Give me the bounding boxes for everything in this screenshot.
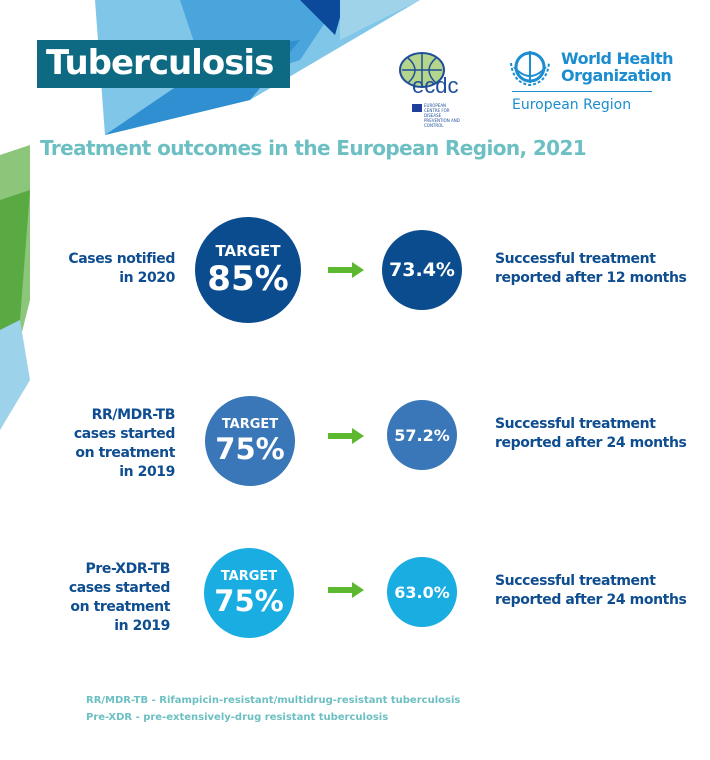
eu-flag-icon <box>412 104 422 112</box>
target-circle: TARGET 75% <box>205 396 295 486</box>
footnote: Pre-XDR - pre-extensively-drug resistant… <box>86 712 389 723</box>
who-emblem-icon <box>510 51 550 87</box>
row-label: RR/MDR-TB cases started on treatment in 201… <box>73 407 176 480</box>
result-circle: 57.2% <box>387 400 457 470</box>
row-label: Cases notified in 2020 <box>68 251 175 286</box>
outcome-text: Successful treatment reported after 12 mo… <box>495 251 687 286</box>
arrow-right-icon <box>328 582 364 598</box>
row-label: Pre-XDR-TB cases started on treatment in 20… <box>68 561 171 634</box>
ecdc-logo: ecdc EUROPEAN CENTRE FOR DISEASE PREVENT… <box>398 50 473 130</box>
subtitle: Treatment outcomes in the European Regio… <box>40 136 587 160</box>
outcome-text: Successful treatment reported after 24 mo… <box>495 573 687 608</box>
footnote: RR/MDR-TB - Rifampicin-resistant/multidr… <box>86 695 461 706</box>
page-title: Tuberculosis <box>37 40 290 88</box>
arrow-right-icon <box>328 428 364 444</box>
result-circle: 73.4% <box>382 230 462 310</box>
outcome-text: Successful treatment reported after 24 mo… <box>495 416 687 451</box>
target-circle: TARGET 85% <box>195 217 301 323</box>
result-circle: 63.0% <box>387 557 457 627</box>
globe-icon <box>399 52 445 88</box>
arrow-right-icon <box>328 262 364 278</box>
target-circle: TARGET 75% <box>204 548 294 638</box>
